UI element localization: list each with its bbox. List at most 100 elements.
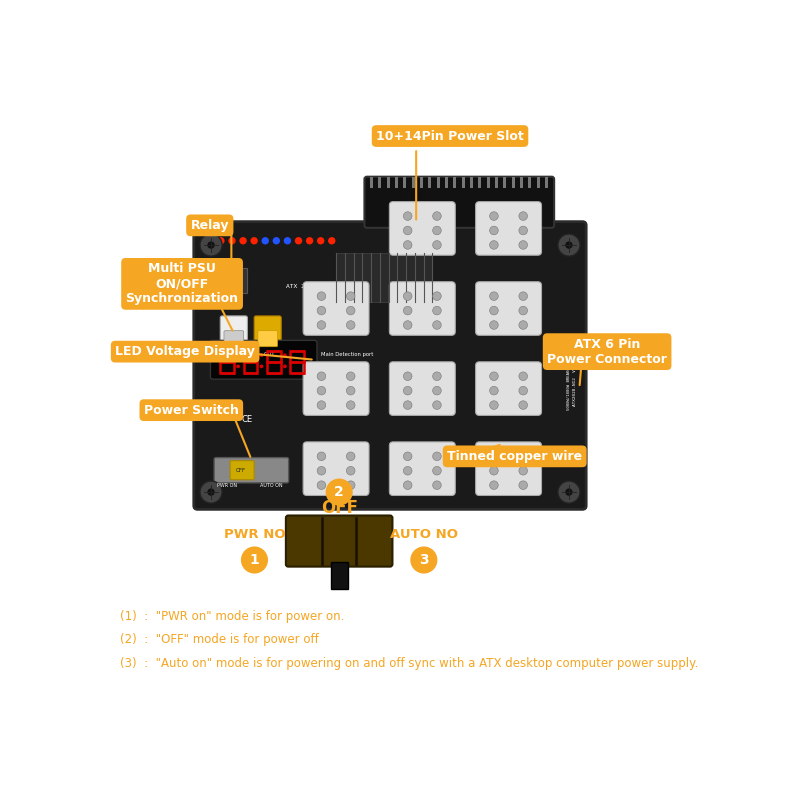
- FancyBboxPatch shape: [476, 202, 542, 255]
- Circle shape: [519, 306, 527, 315]
- Circle shape: [410, 546, 438, 574]
- Bar: [511, 178, 514, 188]
- Circle shape: [558, 481, 580, 503]
- Circle shape: [519, 372, 527, 381]
- Bar: [403, 178, 406, 188]
- Text: LED Voltage Display: LED Voltage Display: [115, 345, 255, 358]
- Circle shape: [260, 365, 263, 368]
- Text: OUT: OUT: [264, 352, 275, 357]
- Text: 10+14Pin Power Slot: 10+14Pin Power Slot: [376, 130, 524, 142]
- Text: AUTO NO: AUTO NO: [390, 528, 458, 541]
- Circle shape: [317, 401, 326, 410]
- FancyBboxPatch shape: [194, 222, 586, 510]
- Circle shape: [519, 466, 527, 475]
- Circle shape: [403, 306, 412, 315]
- Circle shape: [519, 386, 527, 395]
- Bar: [216, 293, 227, 304]
- Circle shape: [433, 306, 442, 315]
- Circle shape: [490, 466, 498, 475]
- Circle shape: [490, 452, 498, 461]
- Bar: [437, 178, 440, 188]
- Circle shape: [519, 321, 527, 330]
- FancyBboxPatch shape: [476, 442, 542, 495]
- Bar: [213, 269, 246, 293]
- FancyBboxPatch shape: [390, 442, 455, 495]
- Bar: [545, 178, 548, 188]
- Bar: [330, 562, 348, 589]
- Circle shape: [490, 401, 498, 410]
- Circle shape: [403, 481, 412, 490]
- Circle shape: [433, 226, 442, 235]
- Circle shape: [241, 546, 268, 574]
- Text: Tinned copper wire: Tinned copper wire: [447, 450, 582, 463]
- Bar: [470, 178, 473, 188]
- Bar: [478, 178, 482, 188]
- Circle shape: [433, 401, 442, 410]
- FancyBboxPatch shape: [390, 282, 455, 335]
- Bar: [537, 178, 540, 188]
- Text: AUTO ON: AUTO ON: [260, 483, 283, 488]
- Text: (2)  :  "OFF" mode is for power off: (2) : "OFF" mode is for power off: [121, 634, 319, 646]
- Circle shape: [346, 401, 355, 410]
- Circle shape: [433, 241, 442, 250]
- Circle shape: [239, 237, 246, 245]
- Circle shape: [346, 292, 355, 301]
- Circle shape: [236, 354, 240, 357]
- Circle shape: [519, 481, 527, 490]
- Text: Multi PSU
ON/OFF
Synchronization: Multi PSU ON/OFF Synchronization: [126, 262, 238, 306]
- Circle shape: [283, 365, 287, 368]
- Bar: [395, 178, 398, 188]
- Circle shape: [236, 365, 240, 368]
- FancyBboxPatch shape: [258, 330, 278, 346]
- Text: PWR ON: PWR ON: [217, 483, 238, 488]
- Circle shape: [206, 237, 214, 245]
- Circle shape: [433, 481, 442, 490]
- Circle shape: [200, 234, 222, 256]
- Circle shape: [403, 241, 412, 250]
- Circle shape: [317, 481, 326, 490]
- Text: PWR NO: PWR NO: [224, 528, 286, 541]
- Bar: [462, 178, 465, 188]
- FancyBboxPatch shape: [210, 340, 317, 379]
- Circle shape: [433, 386, 442, 395]
- Text: ATX 6 Pin
Power Connector: ATX 6 Pin Power Connector: [547, 338, 667, 366]
- Bar: [454, 178, 456, 188]
- Circle shape: [200, 481, 222, 503]
- Bar: [503, 178, 506, 188]
- Circle shape: [346, 306, 355, 315]
- Text: (1)  :  "PWR on" mode is for power on.: (1) : "PWR on" mode is for power on.: [121, 610, 345, 623]
- Circle shape: [283, 354, 287, 357]
- Circle shape: [217, 237, 225, 245]
- Circle shape: [490, 241, 498, 250]
- FancyBboxPatch shape: [214, 458, 289, 483]
- Circle shape: [519, 226, 527, 235]
- Circle shape: [403, 452, 412, 461]
- Circle shape: [519, 401, 527, 410]
- Circle shape: [490, 386, 498, 395]
- Circle shape: [317, 386, 326, 395]
- Bar: [386, 178, 390, 188]
- Circle shape: [403, 372, 412, 381]
- Text: OFF: OFF: [235, 468, 246, 473]
- Text: 2: 2: [334, 485, 344, 499]
- Text: OFF: OFF: [321, 499, 358, 517]
- Circle shape: [519, 452, 527, 461]
- Circle shape: [250, 237, 258, 245]
- Text: Relay: Relay: [190, 219, 229, 232]
- Circle shape: [284, 237, 291, 245]
- Circle shape: [317, 237, 324, 245]
- Circle shape: [260, 354, 263, 357]
- Circle shape: [433, 212, 442, 220]
- Bar: [412, 178, 414, 188]
- Text: 5000W/1800W BREAKOUT BOARD: 5000W/1800W BREAKOUT BOARD: [567, 349, 571, 410]
- Circle shape: [346, 481, 355, 490]
- FancyBboxPatch shape: [254, 316, 282, 350]
- Circle shape: [566, 242, 573, 249]
- Text: ATX2028-NI2  VER006S: ATX2028-NI2 VER006S: [573, 354, 577, 406]
- Circle shape: [433, 452, 442, 461]
- Text: CE: CE: [241, 415, 252, 425]
- Circle shape: [490, 481, 498, 490]
- FancyBboxPatch shape: [476, 362, 542, 415]
- Circle shape: [317, 452, 326, 461]
- Bar: [370, 178, 373, 188]
